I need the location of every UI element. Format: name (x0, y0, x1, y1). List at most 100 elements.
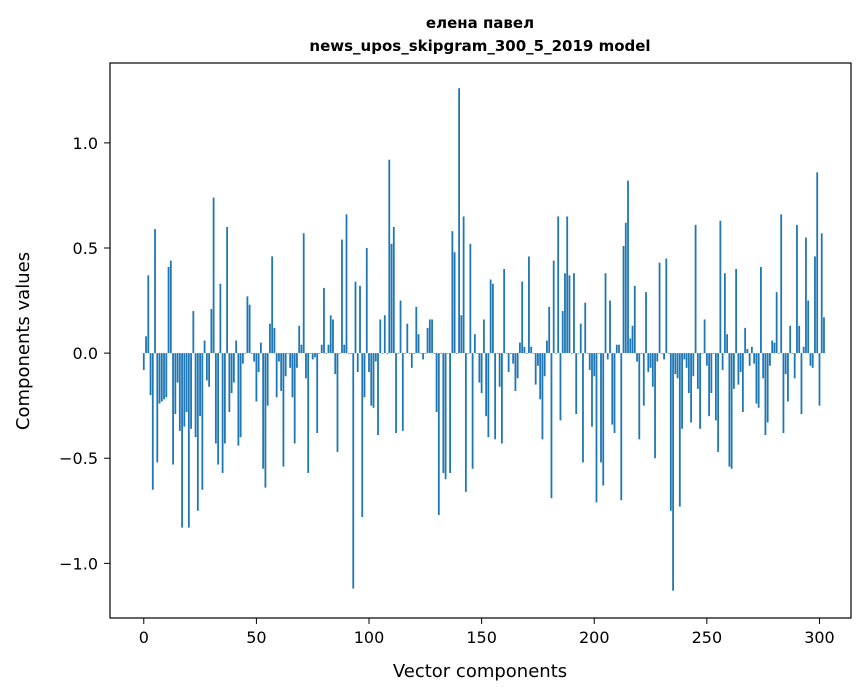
bar (296, 353, 298, 368)
bar (482, 319, 485, 354)
bar (555, 353, 557, 354)
bar (327, 344, 330, 354)
bar (401, 353, 404, 431)
bar (289, 353, 292, 368)
bar (320, 344, 323, 354)
bar (223, 353, 226, 444)
bar (651, 353, 654, 387)
bar (771, 340, 774, 354)
bar (809, 353, 812, 366)
bar (239, 353, 242, 438)
bar (787, 353, 789, 402)
bar (796, 224, 798, 354)
bar (791, 353, 794, 354)
bar (485, 353, 488, 417)
bar (440, 353, 442, 354)
bar (703, 319, 706, 354)
bar (714, 353, 717, 421)
bar (609, 300, 611, 354)
bar (642, 353, 645, 406)
bar (359, 285, 361, 354)
bar (151, 353, 154, 490)
bar (467, 353, 470, 354)
bar (586, 353, 589, 354)
bar (428, 319, 431, 354)
bar (672, 353, 674, 591)
bar (597, 353, 600, 354)
bar (489, 279, 492, 354)
bar (241, 353, 244, 364)
bar (142, 353, 145, 370)
bar (681, 353, 683, 429)
bar (424, 353, 427, 354)
bar (789, 325, 792, 354)
bar (257, 353, 260, 373)
bar (219, 283, 222, 354)
bar (816, 172, 819, 354)
bar (732, 353, 735, 389)
bar (557, 216, 560, 354)
bar (701, 353, 704, 354)
bar (356, 353, 359, 373)
bar (275, 353, 278, 398)
bar (145, 336, 147, 354)
bar (705, 353, 708, 366)
bar (336, 353, 339, 452)
bar (764, 353, 767, 436)
bar (534, 353, 537, 385)
bar (381, 353, 384, 354)
bar (633, 285, 636, 354)
bar (755, 353, 758, 404)
bar (212, 197, 215, 354)
bar (181, 353, 183, 528)
bar (190, 353, 192, 429)
bar (778, 353, 780, 354)
bar (539, 353, 542, 400)
bar (561, 311, 564, 354)
bar-series (142, 88, 825, 591)
bar (757, 353, 760, 408)
bar (559, 353, 562, 421)
bar (685, 353, 688, 368)
bar (516, 353, 519, 379)
bar (593, 353, 596, 377)
bar (205, 353, 208, 381)
bar (352, 353, 355, 589)
bar (460, 315, 463, 354)
bar (654, 353, 656, 459)
bar (820, 233, 823, 354)
bar (271, 256, 274, 354)
bar (273, 327, 276, 354)
bar (183, 353, 186, 427)
bar (570, 353, 573, 354)
bar (708, 353, 711, 417)
bar (784, 353, 787, 375)
bar (374, 353, 377, 362)
bar (404, 353, 406, 354)
bar (172, 353, 174, 465)
bar (602, 353, 605, 486)
bar (721, 353, 724, 370)
bar (214, 353, 217, 444)
bar (201, 353, 204, 490)
bar (372, 353, 375, 408)
y-axis-label: Components values (13, 252, 34, 430)
x-tick-label: 200 (579, 628, 610, 647)
bar (719, 220, 722, 354)
bar (744, 327, 747, 354)
bar (649, 353, 652, 368)
bar (667, 353, 670, 354)
bar (196, 353, 199, 511)
bar (302, 233, 305, 354)
bar (696, 353, 699, 389)
bar (203, 340, 206, 354)
bar (762, 353, 765, 379)
bar (726, 334, 729, 354)
bar (316, 353, 319, 433)
bar (329, 315, 332, 354)
bar (194, 353, 197, 438)
bar (449, 353, 451, 473)
x-tick-label: 150 (466, 628, 497, 647)
bar (422, 353, 424, 360)
